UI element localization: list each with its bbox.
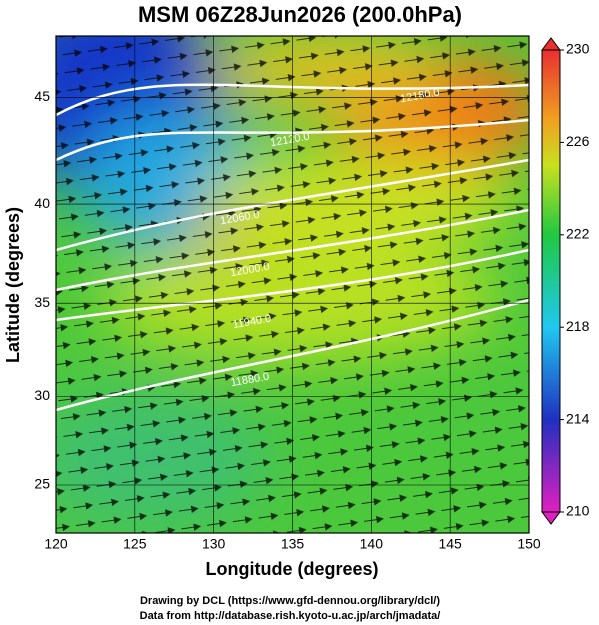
title: MSM 06Z28Jun2026 (200.0hPa)	[138, 2, 462, 27]
x-tick-label: 135	[281, 536, 305, 552]
colorbar-extend-bottom	[541, 511, 561, 525]
map-field	[56, 36, 529, 533]
y-axis-label: Latitude (degrees)	[3, 207, 23, 363]
x-tick-label: 125	[123, 536, 147, 552]
credit: Drawing by DCL (https://www.gfd-dennou.o…	[140, 595, 440, 607]
y-tick-label: 40	[34, 195, 50, 211]
colorbar-tick-label: 226	[566, 133, 590, 149]
x-tick-label: 120	[44, 536, 68, 552]
x-tick-label: 130	[202, 536, 226, 552]
colorbar	[541, 49, 561, 513]
y-tick-label: 25	[34, 476, 50, 492]
colorbar-tick-label: 230	[566, 41, 590, 57]
y-tick-label: 35	[34, 294, 50, 310]
colorbar-tick-label: 218	[566, 318, 590, 334]
x-tick-label: 140	[360, 536, 384, 552]
y-tick-label: 45	[34, 88, 50, 104]
colorbar-tick-label: 210	[566, 503, 590, 519]
credit: Data from http://database.rish.kyoto-u.a…	[140, 610, 441, 622]
x-axis-label: Longitude (degrees)	[205, 559, 378, 579]
x-tick-label: 150	[517, 536, 541, 552]
y-tick-label: 30	[34, 387, 50, 403]
colorbar-extend-top	[541, 37, 561, 51]
x-tick-label: 145	[438, 536, 462, 552]
colorbar-tick-label: 214	[566, 410, 590, 426]
colorbar-tick-label: 222	[566, 226, 590, 242]
